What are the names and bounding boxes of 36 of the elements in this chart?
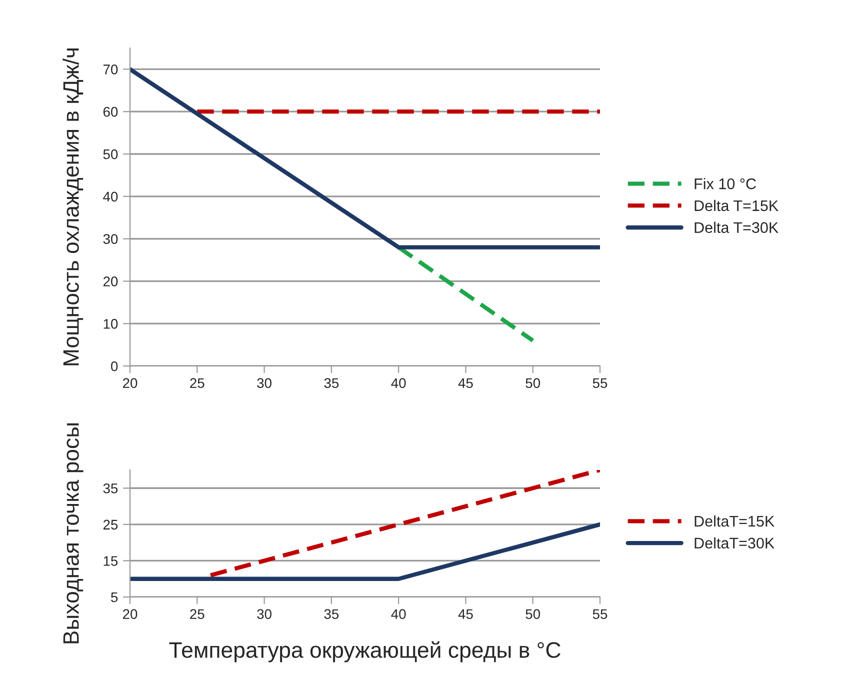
y-tick-label: 5 — [111, 592, 118, 602]
y-tick-label: 25 — [103, 520, 118, 530]
y-tick-label: 35 — [103, 483, 118, 494]
x-tick-label: 20 — [122, 609, 138, 620]
y-tick-label: 0 — [111, 361, 118, 372]
y-tick-label: 15 — [104, 556, 118, 566]
x-tick-label: 35 — [324, 378, 339, 388]
legend-label: Delta T=30K — [694, 222, 778, 233]
y-axis-title: Выходная точка росы — [63, 423, 84, 644]
x-tick-label: 40 — [391, 609, 406, 620]
x-tick-label: 45 — [458, 609, 473, 620]
y-tick-label: 60 — [103, 106, 118, 117]
x-tick-label: 50 — [526, 378, 540, 388]
legend-label: Fix 10 °C — [694, 178, 756, 190]
y-tick-label: 20 — [103, 276, 118, 286]
y-tick-label: 50 — [103, 149, 118, 160]
x-tick-label: 30 — [257, 609, 272, 620]
x-tick-label: 40 — [391, 378, 406, 388]
y-tick-label: 70 — [103, 64, 118, 74]
x-tick-label: 30 — [257, 378, 272, 388]
x-tick-label: 25 — [190, 609, 204, 620]
x-tick-label: 20 — [122, 378, 138, 388]
x-tick-label: 45 — [458, 378, 473, 388]
y-axis-title: Мощность охлаждения в кДж/ч — [62, 48, 84, 366]
legend-label: DeltaT=30K — [694, 537, 774, 549]
x-tick-label: 50 — [526, 609, 540, 620]
x-tick-label: 55 — [592, 609, 608, 620]
y-tick-label: 30 — [103, 234, 118, 244]
x-tick-label: 55 — [592, 378, 608, 388]
legend-label: DeltaT=15K — [694, 515, 774, 527]
y-tick-label: 40 — [103, 192, 118, 202]
x-tick-label: 25 — [190, 378, 204, 388]
y-tick-label: 10 — [104, 318, 118, 329]
x-tick-label: 35 — [324, 609, 339, 620]
legend-label: Delta T=15K — [694, 200, 778, 212]
x-axis-title: Температура окружающей среды в °C — [169, 641, 560, 662]
